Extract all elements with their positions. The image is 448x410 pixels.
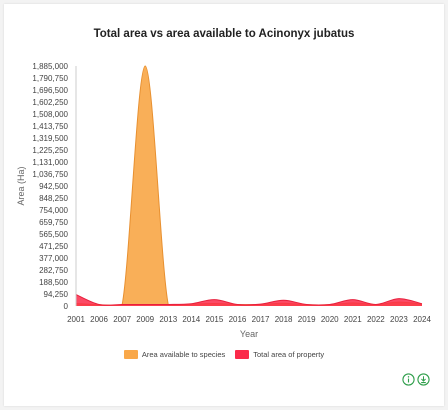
y-tick-label: 565,500 [39,230,68,239]
y-tick-label: 754,000 [39,206,68,215]
chart-card: Total area vs area available to Acinonyx… [4,4,444,406]
legend: Area available to species Total area of … [4,350,444,359]
y-tick-label: 1,036,750 [32,170,68,179]
y-tick-label: 94,250 [44,290,69,299]
x-tick-label: 2001 [67,315,85,324]
total-area-series-line [75,294,423,306]
x-tick-label: 2020 [321,315,339,324]
x-tick-label: 2016 [229,315,247,324]
area-available-series-fill [76,66,422,306]
y-tick-label: 1,790,750 [32,74,68,83]
legend-swatch-total [235,350,250,359]
x-tick-label: 2017 [252,315,270,324]
y-tick-label: 471,250 [39,242,68,251]
y-tick-label: 377,000 [39,254,68,263]
series-layer [75,65,423,306]
x-tick-label: 2018 [275,315,293,324]
legend-item-available[interactable]: Area available to species [123,350,226,359]
x-tick-labels: 2001 2006 2007 2009 2013 2014 2015 2016 2017 2018… [67,315,431,324]
y-tick-label: 282,750 [39,266,68,275]
x-tick-label: 2009 [136,315,154,324]
y-tick-label: 1,319,500 [32,134,68,143]
y-axis-title: Area (Ha) [16,166,26,205]
y-tick-label: 188,500 [39,278,68,287]
x-tick-label: 2019 [298,315,316,324]
y-tick-label: 1,225,250 [32,146,68,155]
y-tick-label: 1,885,000 [32,62,68,71]
x-tick-label: 2024 [413,315,431,324]
x-tick-label: 2007 [113,315,131,324]
y-tick-label: 942,500 [39,182,68,191]
x-tick-label: 2021 [344,315,362,324]
x-tick-label: 2014 [182,315,200,324]
x-tick-label: 2013 [159,315,177,324]
y-tick-label: 1,131,000 [32,158,68,167]
legend-label-total: Total area of property [253,350,325,359]
y-tick-label: 848,250 [39,194,68,203]
y-tick-label: 0 [64,302,69,311]
x-tick-label: 2006 [90,315,108,324]
total-area-series[interactable] [75,294,423,306]
x-tick-label: 2022 [367,315,385,324]
area-chart: 0 94,250 188,500 282,750 377,000 471,250 565,5… [16,62,431,339]
y-tick-label: 1,602,250 [32,98,68,107]
x-tick-label: 2023 [390,315,408,324]
legend-label-available: Area available to species [141,350,226,359]
total-area-series-fill [76,294,422,306]
y-tick-labels: 0 94,250 188,500 282,750 377,000 471,250 565,5… [32,62,68,311]
y-tick-label: 1,413,750 [32,122,68,131]
legend-swatch-available [123,350,138,359]
legend-item-total[interactable]: Total area of property [235,350,324,359]
info-icon[interactable] [402,373,415,386]
x-tick-label: 2015 [206,315,224,324]
y-tick-label: 1,508,000 [32,110,68,119]
y-tick-label: 659,750 [39,218,68,227]
download-icon[interactable] [417,373,430,386]
y-tick-label: 1,696,500 [32,86,68,95]
x-axis-title: Year [240,329,258,339]
area-available-series[interactable] [75,65,423,306]
chart-title: Total area vs area available to Acinonyx… [93,28,355,40]
chart-toolbar [402,373,430,386]
